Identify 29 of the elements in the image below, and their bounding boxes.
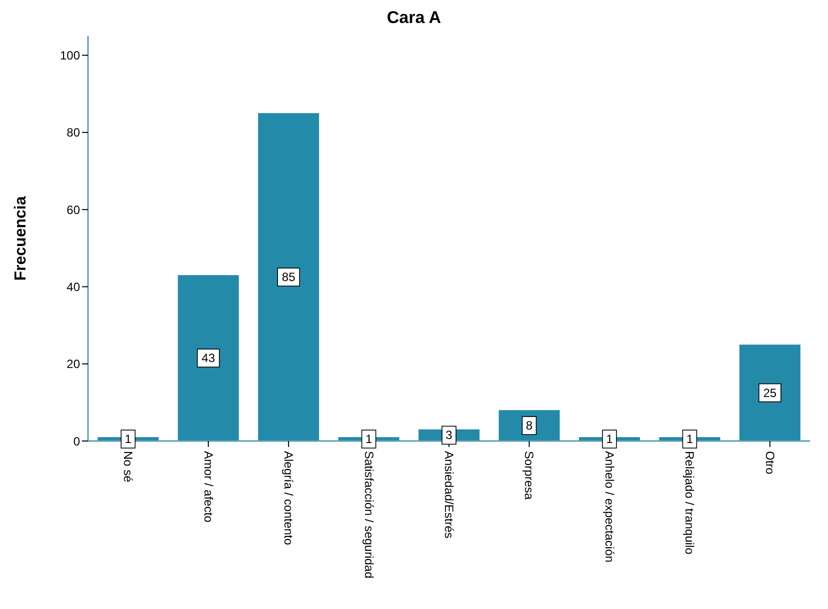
y-tick-label: 80 — [66, 126, 80, 140]
data-label: 1 — [606, 432, 614, 446]
chart-title: Cara A — [386, 8, 442, 28]
x-tick-label: Satisfacción / seguridad — [362, 451, 376, 578]
x-tick-label: Relajado / tranquilo — [682, 451, 697, 555]
x-tick-label: Otro — [762, 451, 777, 475]
bar — [739, 344, 800, 441]
y-tick-label: 40 — [66, 280, 80, 294]
x-tick-label: Alegría / contento — [282, 451, 296, 546]
y-axis-title: Frecuencia — [12, 196, 30, 281]
y-tick-label: 0 — [73, 434, 80, 448]
y-tick-label: 100 — [60, 48, 80, 63]
data-label: 3 — [446, 428, 453, 442]
data-label: 8 — [526, 418, 533, 433]
y-tick-label: 60 — [66, 202, 80, 217]
x-tick-label: Sorpresa — [522, 451, 536, 500]
x-tick-label: Amor / afecto — [201, 451, 216, 523]
data-label: 43 — [202, 351, 216, 366]
x-tick-label: Ansiedad/Estrés — [442, 451, 456, 538]
data-label: 1 — [365, 432, 372, 446]
x-tick-label: No sé — [121, 451, 136, 483]
x-tick-label: Anhelo / expectación — [602, 451, 616, 562]
y-tick-label: 20 — [66, 357, 80, 372]
bar — [258, 113, 320, 441]
data-label: 85 — [282, 270, 296, 284]
data-label: 25 — [763, 386, 777, 400]
data-label: 1 — [124, 432, 132, 446]
data-label: 1 — [686, 432, 694, 446]
bar — [178, 275, 239, 441]
